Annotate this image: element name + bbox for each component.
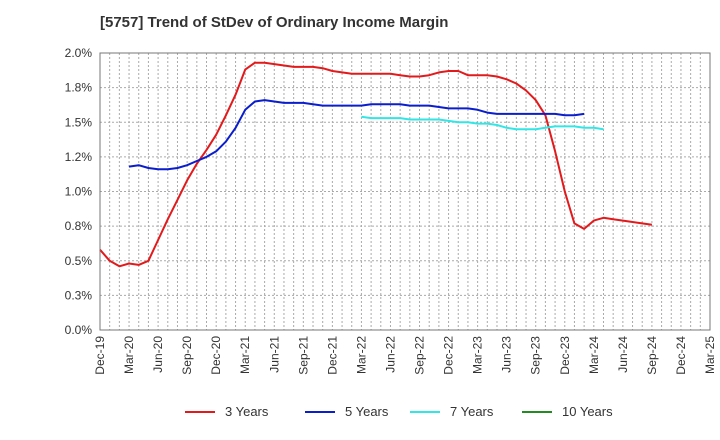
x-tick-label: Jun-20 <box>151 336 165 373</box>
legend-item: 3 Years <box>185 404 268 419</box>
legend-swatch <box>185 410 215 413</box>
x-tick-label: Mar-24 <box>587 336 601 374</box>
x-tick-label: Dec-20 <box>209 336 223 375</box>
x-tick-label: Dec-21 <box>325 336 339 375</box>
y-tick-label: 1.5% <box>65 115 93 129</box>
x-tick-label: Dec-22 <box>442 336 456 375</box>
plot-frame <box>99 52 711 331</box>
y-tick-label: 1.0% <box>65 185 93 199</box>
y-tick-label: 0.8% <box>65 219 93 233</box>
legend-item: 7 Years <box>410 404 493 419</box>
x-tick-label: Sep-24 <box>645 336 659 375</box>
x-tick-label: Jun-22 <box>383 336 397 373</box>
x-tick-label: Mar-23 <box>471 336 485 374</box>
y-tick-label: 0.0% <box>65 323 93 337</box>
legend-label: 10 Years <box>562 404 613 419</box>
y-axis: 0.0% 0.3% 0.5% 0.8% 1.0% 1.2% 1.5% 1.8% 2.0% <box>65 46 93 337</box>
x-tick-label: Dec-19 <box>93 336 107 375</box>
x-tick-label: Jun-24 <box>616 336 630 373</box>
y-tick-label: 0.3% <box>65 288 93 302</box>
x-tick-label: Sep-21 <box>296 336 310 375</box>
legend-label: 3 Years <box>225 404 269 419</box>
legend-label: 5 Years <box>345 404 389 419</box>
x-tick-label: Jun-23 <box>500 336 514 373</box>
x-tick-label: Dec-24 <box>674 336 688 375</box>
y-tick-label: 2.0% <box>65 46 93 60</box>
y-tick-label: 1.2% <box>65 150 93 164</box>
legend: 3 Years 5 Years 7 Years 10 Years <box>0 404 720 426</box>
legend-item: 5 Years <box>305 404 388 419</box>
legend-swatch <box>305 410 335 413</box>
chart-title: [5757] Trend of StDev of Ordinary Income… <box>100 14 449 31</box>
series-lines <box>99 61 653 268</box>
x-tick-label: Mar-22 <box>354 336 368 374</box>
legend-swatch <box>522 410 552 413</box>
y-tick-label: 0.5% <box>65 254 93 268</box>
x-tick-label: Sep-20 <box>180 336 194 375</box>
x-tick-label: Sep-22 <box>413 336 427 375</box>
series-line-3-years <box>99 61 653 268</box>
series-line-7-years <box>361 115 604 131</box>
series-line-5-years <box>128 99 585 171</box>
x-tick-label: Dec-23 <box>558 336 572 375</box>
x-axis: Dec-19 Mar-20 Jun-20 Sep-20 Dec-20 Mar-21 Jun-… <box>93 336 717 375</box>
y-tick-label: 1.8% <box>65 81 93 95</box>
x-tick-label: Mar-21 <box>238 336 252 374</box>
x-tick-label: Jun-21 <box>267 336 281 373</box>
x-tick-label: Sep-23 <box>529 336 543 375</box>
x-tick-label: Mar-20 <box>122 336 136 374</box>
x-tick-label: Mar-25 <box>703 336 717 374</box>
legend-item: 10 Years <box>522 404 613 419</box>
legend-swatch <box>410 410 440 413</box>
legend-label: 7 Years <box>450 404 494 419</box>
